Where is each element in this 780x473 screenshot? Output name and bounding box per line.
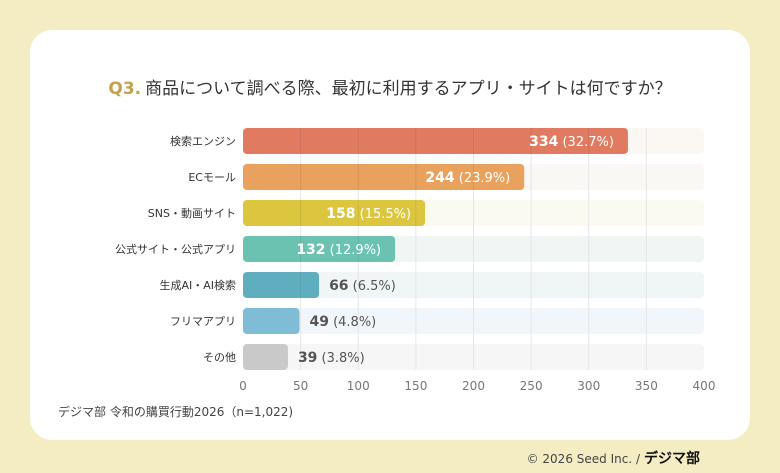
category-label: SNS・動画サイト (148, 206, 236, 220)
data-label: 49 (4.8%) (309, 314, 376, 330)
chart-title: Q3. 商品について調べる際、最初に利用するアプリ・サイトは何ですか？ (0, 74, 780, 99)
category-label: 生成AI・AI検索 (159, 278, 236, 292)
x-tick-label: 250 (520, 379, 543, 393)
question-number: Q3. (108, 79, 142, 99)
x-tick-label: 350 (635, 379, 658, 393)
bar (243, 200, 426, 226)
question-text: 商品について調べる際、最初に利用するアプリ・サイトは何ですか？ (145, 79, 672, 99)
copyright-text: © 2026 Seed Inc. / (526, 452, 640, 466)
source-note: デジマ部 令和の購買行動2026（n=1,022) (58, 405, 294, 419)
chart-card (30, 30, 750, 440)
category-label: 検索エンジン (170, 134, 236, 148)
bar (243, 164, 525, 190)
bar (243, 236, 396, 262)
bar (243, 272, 320, 298)
bar (243, 308, 300, 334)
data-label: 132 (12.9%) (296, 242, 381, 258)
category-label: 公式サイト・公式アプリ (115, 243, 236, 256)
x-tick-label: 200 (462, 379, 485, 393)
data-label: 66 (6.5%) (329, 278, 396, 294)
x-tick-label: 100 (347, 379, 370, 393)
bar (243, 128, 628, 154)
category-label: フリマアプリ (170, 315, 236, 328)
x-tick-label: 400 (693, 379, 716, 393)
x-tick-label: 0 (239, 379, 247, 393)
x-tick-label: 300 (577, 379, 600, 393)
bar (243, 344, 288, 370)
brand-logo: デジマ部 (644, 451, 700, 467)
category-label: ECモール (188, 171, 236, 184)
data-label: 244 (23.9%) (425, 170, 510, 186)
data-label: 158 (15.5%) (326, 206, 411, 222)
data-label: 334 (32.7%) (529, 134, 614, 150)
copyright: © 2026 Seed Inc. / デジマ部 (527, 448, 700, 468)
data-label: 39 (3.8%) (298, 350, 365, 366)
category-label: その他 (203, 351, 236, 364)
x-tick-label: 150 (404, 379, 427, 393)
x-tick-label: 50 (293, 379, 308, 393)
